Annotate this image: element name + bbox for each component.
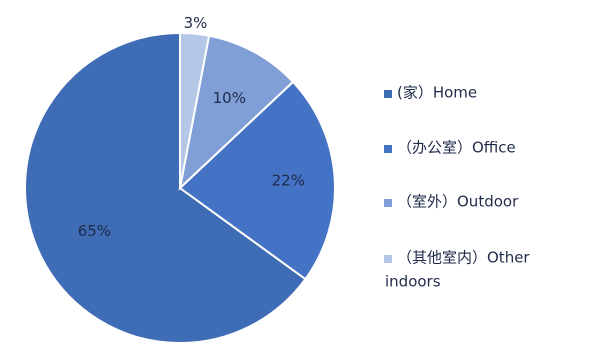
legend-swatch <box>384 145 392 153</box>
legend-label: （办公室）Office <box>397 139 516 157</box>
legend-item: (家）Home <box>384 84 477 102</box>
legend-label: (家）Home <box>397 84 477 102</box>
slice-value-label: 3% <box>184 14 208 32</box>
legend-swatch <box>384 90 392 98</box>
legend-label: （室外）Outdoor <box>397 193 519 211</box>
slice-value-label: 10% <box>213 89 246 107</box>
legend-swatch <box>384 199 392 207</box>
legend: (家）Home （办公室）Office （室外）Outdoor （其他室内）Other… <box>384 84 530 291</box>
legend-item: （其他室内）Other indoors <box>384 249 530 291</box>
legend-label: indoors <box>385 273 441 291</box>
pie-slice-labels: 65% 22% 10% 3% <box>78 14 305 240</box>
legend-item: （办公室）Office <box>384 139 516 157</box>
legend-swatch <box>384 255 392 263</box>
pie-slice <box>179 31 211 189</box>
pie-slice <box>178 34 295 191</box>
legend-item: （室外）Outdoor <box>384 193 519 211</box>
pie-slice <box>178 80 336 281</box>
slice-value-label: 65% <box>78 222 111 240</box>
legend-label: （其他室内）Other <box>397 249 530 267</box>
slice-value-label: 22% <box>272 172 305 190</box>
pie-slice <box>24 31 307 344</box>
pie-slices <box>24 31 336 344</box>
